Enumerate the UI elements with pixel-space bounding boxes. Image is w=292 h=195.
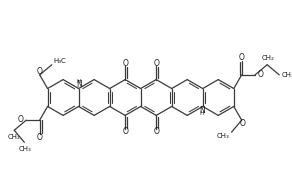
Text: N: N: [76, 80, 82, 89]
Text: H₃C: H₃C: [53, 58, 66, 64]
Text: O: O: [153, 128, 159, 136]
Text: H: H: [200, 111, 205, 116]
Text: O: O: [122, 58, 128, 67]
Text: CH₃: CH₃: [281, 73, 292, 78]
Text: O: O: [36, 67, 42, 76]
Text: CH₃: CH₃: [18, 146, 31, 152]
Text: O: O: [239, 119, 245, 128]
Text: O: O: [153, 58, 159, 67]
Text: O: O: [258, 70, 264, 79]
Text: N: N: [199, 106, 205, 115]
Text: O: O: [37, 133, 43, 142]
Text: O: O: [239, 53, 245, 62]
Text: O: O: [122, 128, 128, 136]
Text: O: O: [18, 115, 23, 124]
Text: H: H: [77, 79, 81, 84]
Text: CH₂: CH₂: [8, 134, 21, 140]
Text: CH₂: CH₂: [261, 55, 274, 61]
Text: CH₃: CH₃: [217, 133, 230, 139]
